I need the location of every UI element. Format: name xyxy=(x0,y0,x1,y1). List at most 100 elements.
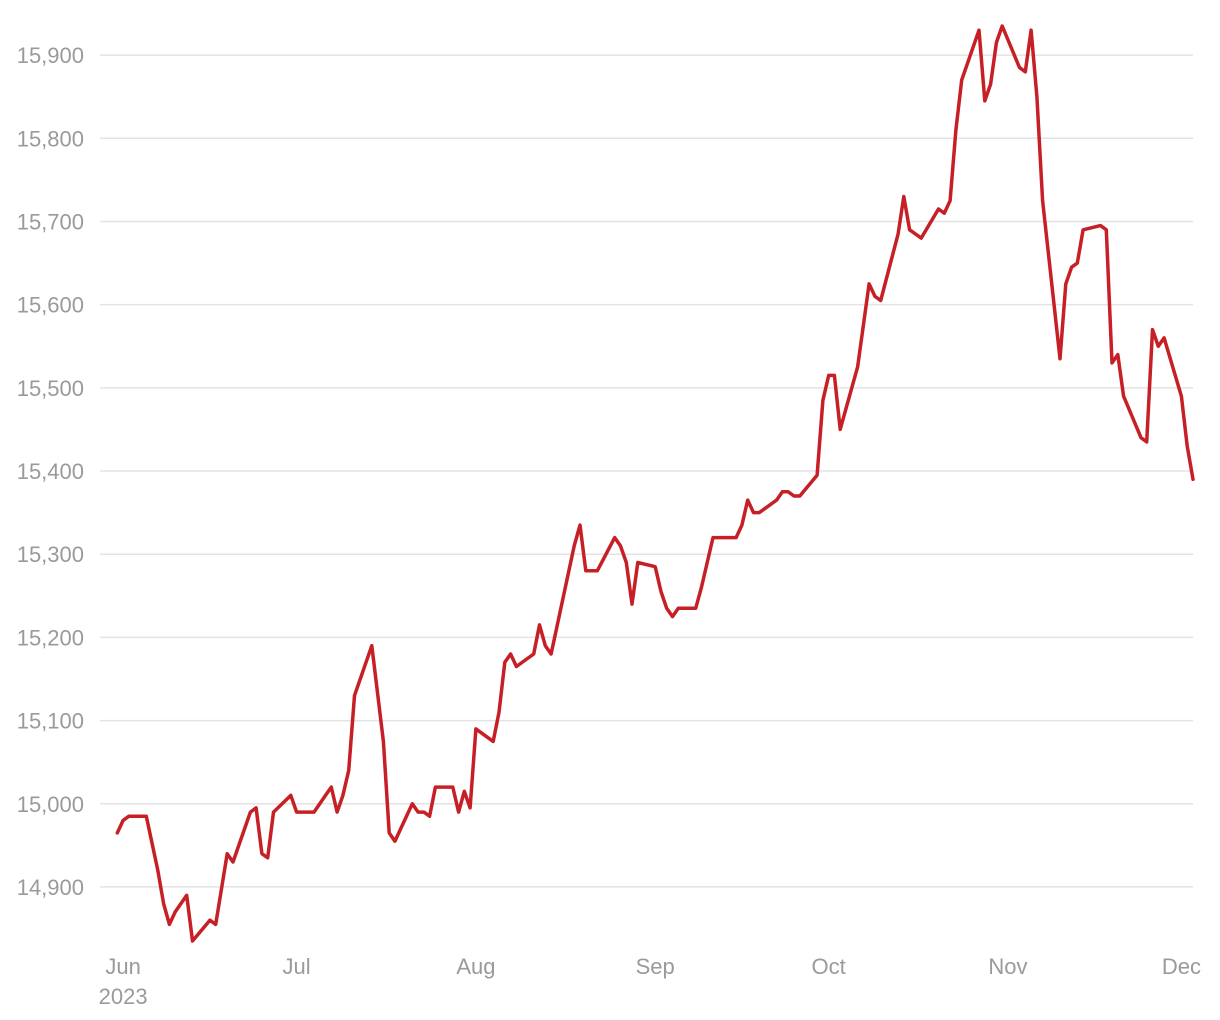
data-point xyxy=(387,831,391,835)
x-tick-label: Aug xyxy=(456,954,495,979)
x-tick-label: Sep xyxy=(636,954,675,979)
data-point xyxy=(624,561,628,565)
data-point xyxy=(879,299,883,303)
data-point xyxy=(353,694,357,698)
data-point xyxy=(462,789,466,793)
y-tick-label: 14,900 xyxy=(17,875,84,900)
y-tick-label: 15,700 xyxy=(17,209,84,234)
data-point xyxy=(428,814,432,818)
data-point xyxy=(902,195,906,199)
data-point xyxy=(1075,261,1079,265)
data-point xyxy=(994,41,998,45)
data-point xyxy=(549,652,553,656)
data-point xyxy=(324,793,328,797)
data-point xyxy=(873,294,877,298)
data-point xyxy=(613,536,617,540)
data-point xyxy=(676,606,680,610)
data-point xyxy=(780,490,784,494)
data-point xyxy=(942,211,946,215)
data-point xyxy=(208,918,212,922)
data-point xyxy=(775,498,779,502)
data-point xyxy=(468,806,472,810)
data-point xyxy=(977,28,981,32)
x-tick-label: Jul xyxy=(283,954,311,979)
data-point xyxy=(786,490,790,494)
y-tick-label: 15,900 xyxy=(17,43,84,68)
data-point xyxy=(231,860,235,864)
data-point xyxy=(572,544,576,548)
data-point xyxy=(798,494,802,498)
data-point xyxy=(497,710,501,714)
data-point xyxy=(225,852,229,856)
x-axis-tick-labels: Jun 2023 Jul Aug Sep Oct Nov Dec xyxy=(99,954,1201,1009)
data-point xyxy=(1151,328,1155,332)
data-point xyxy=(451,785,455,789)
data-point xyxy=(538,623,542,627)
data-point xyxy=(1110,361,1114,365)
data-point xyxy=(699,586,703,590)
data-point xyxy=(474,727,478,731)
data-point xyxy=(1018,66,1022,70)
data-point xyxy=(653,565,657,569)
data-point xyxy=(659,590,663,594)
data-point xyxy=(867,282,871,286)
data-point xyxy=(630,602,634,606)
series-line xyxy=(115,24,1195,943)
data-point xyxy=(457,810,461,814)
y-axis-tick-labels: 14,900 15,000 15,100 15,200 15,300 15,400 15,5… xyxy=(17,43,84,900)
data-point xyxy=(954,128,958,132)
data-point xyxy=(746,498,750,502)
data-point xyxy=(289,793,293,797)
data-point xyxy=(711,536,715,540)
x-tick-label: Jun xyxy=(105,954,140,979)
data-point xyxy=(370,644,374,648)
data-point xyxy=(254,806,258,810)
data-point xyxy=(115,831,119,835)
data-point xyxy=(919,236,923,240)
data-point xyxy=(752,511,756,515)
data-point xyxy=(144,814,148,818)
x-tick-label: Nov xyxy=(988,954,1027,979)
y-tick-label: 15,600 xyxy=(17,293,84,318)
data-point xyxy=(1099,224,1103,228)
data-point xyxy=(422,810,426,814)
data-point xyxy=(214,922,218,926)
data-point xyxy=(410,802,414,806)
data-point xyxy=(260,852,264,856)
data-point xyxy=(329,785,333,789)
data-point xyxy=(960,78,964,82)
y-tick-label: 15,200 xyxy=(17,625,84,650)
data-point xyxy=(896,232,900,236)
data-point xyxy=(734,536,738,540)
data-point xyxy=(1058,357,1062,361)
data-point xyxy=(347,769,351,773)
data-point xyxy=(514,665,518,669)
series-points xyxy=(115,24,1195,943)
y-tick-label: 15,100 xyxy=(17,709,84,734)
data-point xyxy=(121,818,125,822)
data-point xyxy=(838,427,842,431)
data-point xyxy=(335,810,339,814)
data-point xyxy=(167,922,171,926)
data-point xyxy=(433,785,437,789)
x-tick-label: Dec xyxy=(1162,954,1201,979)
data-point xyxy=(248,810,252,814)
data-point xyxy=(1139,436,1143,440)
data-point xyxy=(266,856,270,860)
data-point xyxy=(1029,28,1033,32)
data-point xyxy=(1104,228,1108,232)
data-point xyxy=(821,398,825,402)
data-point xyxy=(491,739,495,743)
data-point xyxy=(983,99,987,103)
data-point xyxy=(1041,199,1045,203)
data-point xyxy=(1116,353,1120,357)
data-point xyxy=(619,544,623,548)
data-point xyxy=(532,652,536,656)
data-point xyxy=(740,523,744,527)
x-tick-year-label: 2023 xyxy=(99,984,148,1009)
data-point xyxy=(1064,282,1068,286)
data-point xyxy=(578,523,582,527)
data-point xyxy=(1145,440,1149,444)
data-point xyxy=(792,494,796,498)
